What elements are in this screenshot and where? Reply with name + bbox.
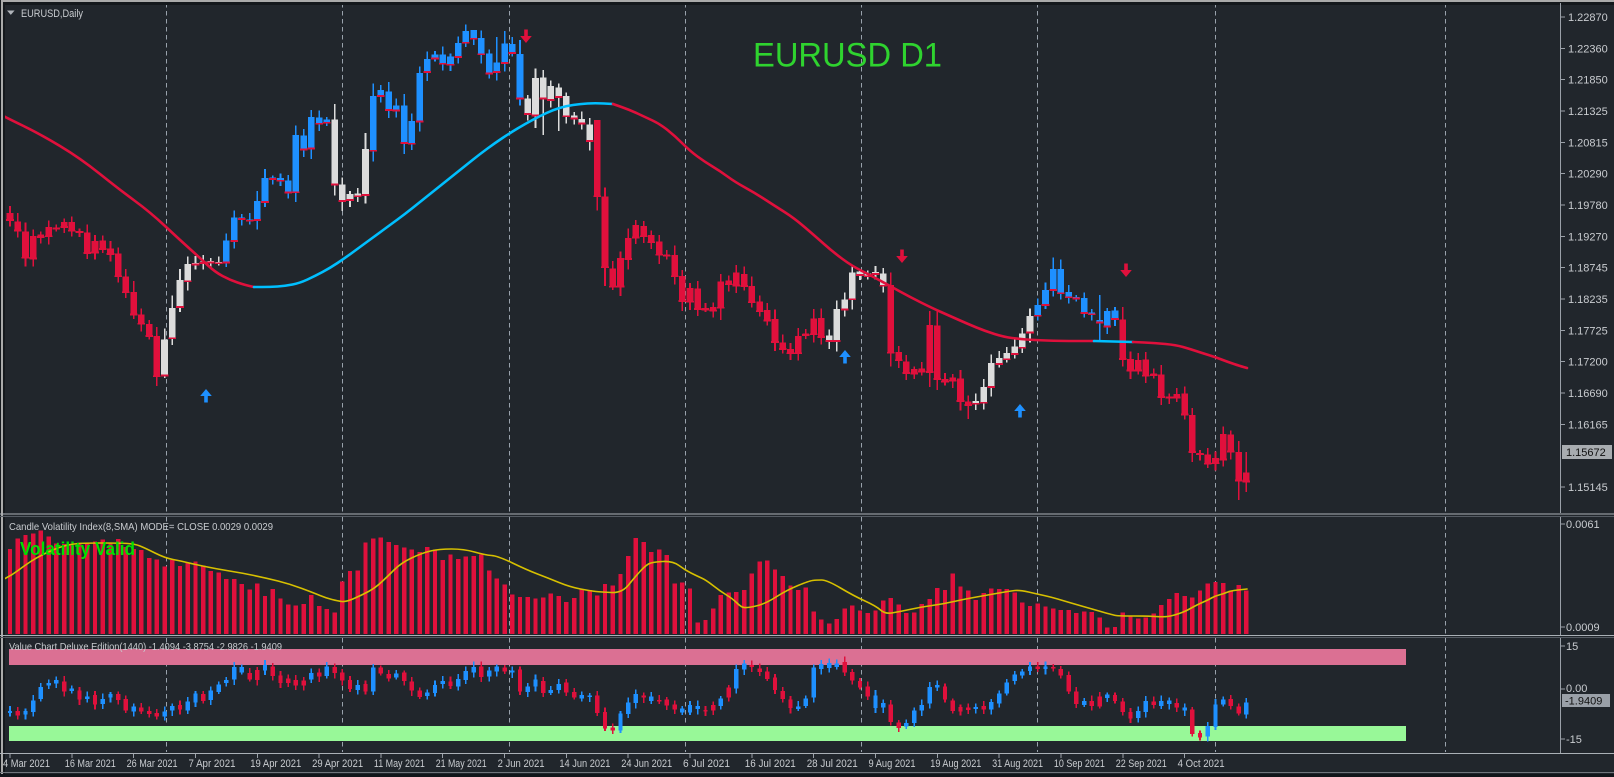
svg-text:9 Aug 2021: 9 Aug 2021 xyxy=(869,758,916,770)
svg-text:10 Sep 2021: 10 Sep 2021 xyxy=(1054,758,1105,770)
svg-text:15: 15 xyxy=(1566,641,1578,653)
svg-text:16 Jul 2021: 16 Jul 2021 xyxy=(745,758,796,770)
svg-text:16 Mar 2021: 16 Mar 2021 xyxy=(65,758,116,770)
svg-text:2 Jun 2021: 2 Jun 2021 xyxy=(498,758,545,770)
svg-text:19 Aug 2021: 19 Aug 2021 xyxy=(930,758,981,770)
svg-text:22 Sep 2021: 22 Sep 2021 xyxy=(1116,758,1167,770)
svg-text:1.15145: 1.15145 xyxy=(1568,482,1608,494)
svg-text:1.17200: 1.17200 xyxy=(1568,357,1608,369)
svg-text:1.22870: 1.22870 xyxy=(1568,12,1608,24)
svg-text:-1.9409: -1.9409 xyxy=(1565,696,1602,708)
svg-text:29 Apr 2021: 29 Apr 2021 xyxy=(312,758,363,770)
svg-text:1.21325: 1.21325 xyxy=(1568,106,1608,118)
svg-text:14 Jun 2021: 14 Jun 2021 xyxy=(559,758,610,770)
svg-text:11 May 2021: 11 May 2021 xyxy=(374,758,425,770)
svg-text:0.00: 0.00 xyxy=(1566,683,1587,695)
svg-text:28 Jul 2021: 28 Jul 2021 xyxy=(807,758,858,770)
svg-text:1.20815: 1.20815 xyxy=(1568,137,1608,149)
svg-text:1.16690: 1.16690 xyxy=(1568,388,1608,400)
svg-text:Volatility Valid: Volatility Valid xyxy=(20,539,135,559)
svg-text:7 Apr 2021: 7 Apr 2021 xyxy=(189,758,236,770)
svg-text:1.16165: 1.16165 xyxy=(1568,419,1608,431)
svg-text:Candle Volatility Index(8,SMA): Candle Volatility Index(8,SMA) MODE= CLO… xyxy=(9,521,273,533)
svg-text:1.18235: 1.18235 xyxy=(1568,294,1608,306)
svg-text:0.0061: 0.0061 xyxy=(1566,519,1600,531)
svg-text:EURUSD D1: EURUSD D1 xyxy=(753,37,942,75)
svg-text:1.18745: 1.18745 xyxy=(1568,263,1608,275)
svg-text:24 Jun 2021: 24 Jun 2021 xyxy=(621,758,672,770)
svg-text:1.19780: 1.19780 xyxy=(1568,200,1608,212)
svg-text:4 Oct 2021: 4 Oct 2021 xyxy=(1178,758,1225,770)
svg-text:1.22360: 1.22360 xyxy=(1568,43,1608,55)
svg-text:1.20290: 1.20290 xyxy=(1568,169,1608,181)
svg-text:EURUSD,Daily: EURUSD,Daily xyxy=(21,8,83,20)
svg-text:31 Aug 2021: 31 Aug 2021 xyxy=(992,758,1043,770)
svg-text:1.15672: 1.15672 xyxy=(1566,447,1606,459)
svg-text:1.19270: 1.19270 xyxy=(1568,231,1608,243)
svg-text:21 May 2021: 21 May 2021 xyxy=(436,758,487,770)
svg-text:1.17725: 1.17725 xyxy=(1568,325,1608,337)
svg-text:26 Mar 2021: 26 Mar 2021 xyxy=(127,758,178,770)
svg-text:-15: -15 xyxy=(1566,734,1582,746)
svg-text:0.0009: 0.0009 xyxy=(1566,622,1600,634)
svg-text:19 Apr 2021: 19 Apr 2021 xyxy=(250,758,301,770)
svg-text:Value Chart Deluxe Edition(144: Value Chart Deluxe Edition(1440) -1.4094… xyxy=(9,641,282,653)
svg-text:6 Jul 2021: 6 Jul 2021 xyxy=(683,758,730,770)
svg-text:1.21850: 1.21850 xyxy=(1568,75,1608,87)
svg-text:4 Mar 2021: 4 Mar 2021 xyxy=(3,758,50,770)
